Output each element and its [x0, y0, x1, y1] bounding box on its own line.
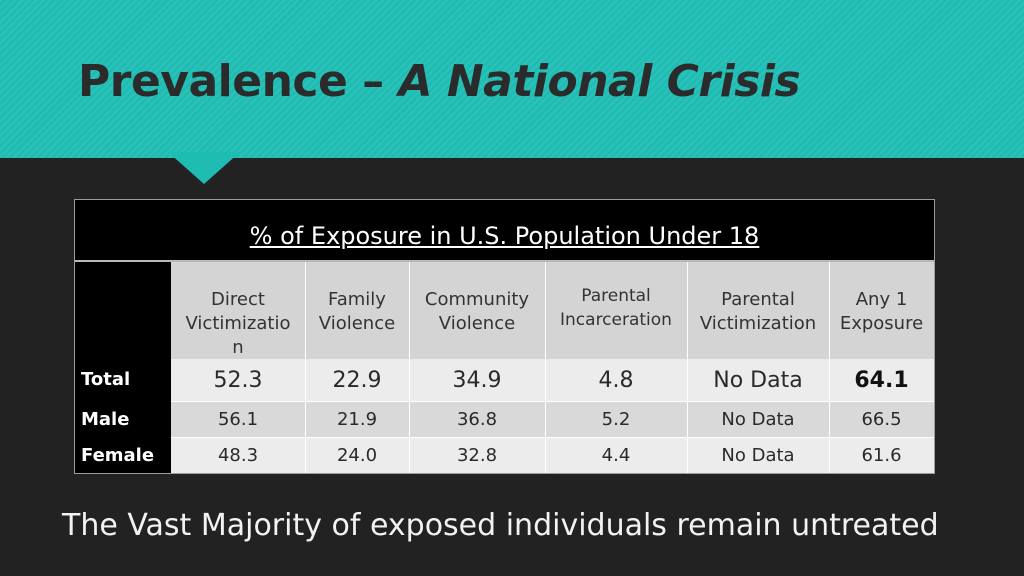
- column-divider: [305, 262, 306, 473]
- column-divider: [687, 262, 688, 473]
- table-cell: 4.4: [545, 437, 687, 473]
- table-cell: 61.6: [829, 437, 934, 473]
- table-cell: No Data: [687, 359, 829, 401]
- table-cell: 4.8: [545, 359, 687, 401]
- table-cell: No Data: [687, 401, 829, 437]
- table-cell: 48.3: [171, 437, 305, 473]
- table-cell: 36.8: [409, 401, 545, 437]
- table-cell: 24.0: [305, 437, 409, 473]
- row-label-male: Male: [75, 401, 171, 437]
- corner-cell: [75, 262, 171, 359]
- table-cell: 32.8: [409, 437, 545, 473]
- column-header: Parental Victimization: [687, 262, 829, 359]
- table-cell: 5.2: [545, 401, 687, 437]
- title-banner: [0, 0, 1024, 158]
- title-emphasis: A National Crisis: [398, 56, 801, 107]
- column-divider: [829, 262, 830, 473]
- slide-title: Prevalence – A National Crisis: [78, 56, 801, 107]
- row-divider: [171, 437, 934, 438]
- table-cell: 66.5: [829, 401, 934, 437]
- column-divider: [545, 262, 546, 473]
- table-cell: 34.9: [409, 359, 545, 401]
- table-cell: 52.3: [171, 359, 305, 401]
- row-divider: [171, 401, 934, 402]
- banner-notch: [168, 152, 240, 184]
- table-cell: 22.9: [305, 359, 409, 401]
- column-header: Any 1 Exposure: [829, 262, 934, 359]
- table-cell: No Data: [687, 437, 829, 473]
- table-cell: 56.1: [171, 401, 305, 437]
- row-label-female: Female: [75, 437, 171, 473]
- column-header: Parental Incarceration: [545, 262, 687, 359]
- table-cell-highlight: 64.1: [829, 359, 934, 401]
- column-header: Community Violence: [409, 262, 545, 359]
- title-main: Prevalence –: [78, 56, 384, 107]
- column-header: Family Violence: [305, 262, 409, 359]
- table-caption-row: % of Exposure in U.S. Population Under 1…: [75, 200, 934, 262]
- column-divider: [409, 262, 410, 473]
- row-label-total: Total: [75, 359, 171, 401]
- slide-footer-text: The Vast Majority of exposed individuals…: [62, 508, 939, 543]
- exposure-table: % of Exposure in U.S. Population Under 1…: [74, 199, 935, 474]
- column-header-direct-victimization: Direct Victimizatio n: [171, 262, 305, 359]
- table-caption: % of Exposure in U.S. Population Under 1…: [249, 222, 760, 250]
- table-cell: 21.9: [305, 401, 409, 437]
